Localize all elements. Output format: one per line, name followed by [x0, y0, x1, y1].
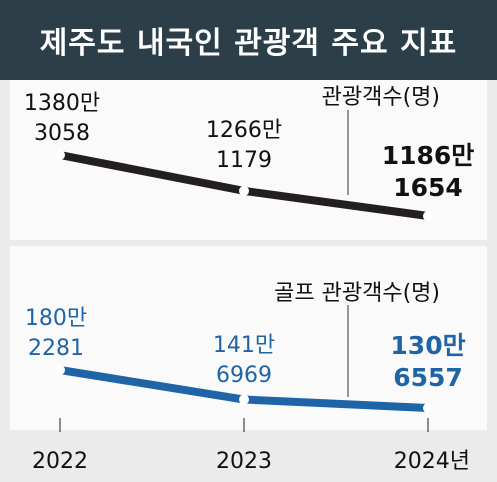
value-label-1-2-a: 130만	[390, 331, 465, 360]
value-label-1-1-a: 141만	[213, 333, 275, 358]
x-tick-label-0: 2022	[32, 449, 88, 474]
value-label-1-2-b: 6557	[393, 363, 463, 392]
data-point-1-2	[423, 403, 433, 413]
x-tick-label-2: 2024년	[394, 449, 470, 474]
x-tick-label-1: 2023	[216, 449, 272, 474]
value-label-0-2-a: 1186만	[382, 141, 475, 170]
data-point-0-1	[239, 185, 249, 196]
data-point-0-2	[423, 211, 433, 221]
value-label-0-1-a: 1266만	[206, 118, 282, 143]
data-point-0-0	[55, 150, 65, 160]
title-bar: 제주도 내국인 관광객 주요 지표	[0, 0, 497, 80]
series-name-1: 골프 관광객수(명)	[274, 281, 440, 306]
data-point-1-1	[239, 394, 249, 405]
value-label-1-0-a: 180만	[25, 306, 87, 331]
series-name-0: 관광객수(명)	[322, 85, 440, 110]
value-label-1-0-b: 2281	[28, 336, 84, 361]
value-label-1-1-b: 6969	[216, 363, 272, 388]
value-label-0-2-b: 1654	[393, 173, 463, 202]
value-label-0-0-a: 1380만	[24, 91, 100, 116]
value-label-0-0-b: 3058	[34, 121, 90, 146]
value-label-0-1-b: 1179	[216, 148, 272, 173]
data-point-1-0	[55, 365, 65, 375]
chart-title: 제주도 내국인 관광객 주요 지표	[39, 26, 458, 61]
